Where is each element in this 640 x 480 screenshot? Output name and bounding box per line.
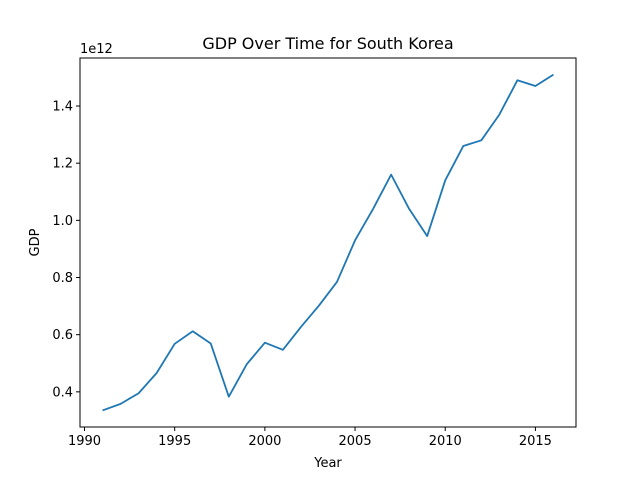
x-tick-label: 2005 — [339, 434, 372, 449]
y-tick-label: 1.4 — [52, 100, 73, 115]
x-tick-label: 2015 — [519, 434, 552, 449]
series-group — [102, 73, 554, 412]
y-axis-offset-label: 1e12 — [80, 42, 113, 57]
x-axis-label: Year — [313, 456, 342, 471]
y-tick-label: 1.0 — [52, 214, 73, 229]
x-tick-label: 1995 — [158, 434, 191, 449]
y-tick-label: 0.8 — [52, 271, 73, 286]
y-tick-label: 1.2 — [52, 157, 73, 172]
y-tick-label: 0.6 — [52, 328, 73, 343]
y-tick-label: 0.4 — [52, 385, 73, 400]
x-axis-ticks: 1990 1995 2000 2005 2010 2015 — [68, 427, 552, 449]
chart-title: GDP Over Time for South Korea — [202, 34, 453, 53]
series-line — [102, 73, 554, 412]
y-axis-label: GDP — [28, 228, 43, 256]
plot-frame — [79, 57, 577, 428]
x-tick-label: 2010 — [429, 434, 462, 449]
x-tick-label: 1990 — [68, 434, 101, 449]
y-axis-ticks: 0.4 0.6 0.8 1.0 1.2 1.4 — [52, 100, 80, 400]
x-tick-label: 2000 — [248, 434, 281, 449]
